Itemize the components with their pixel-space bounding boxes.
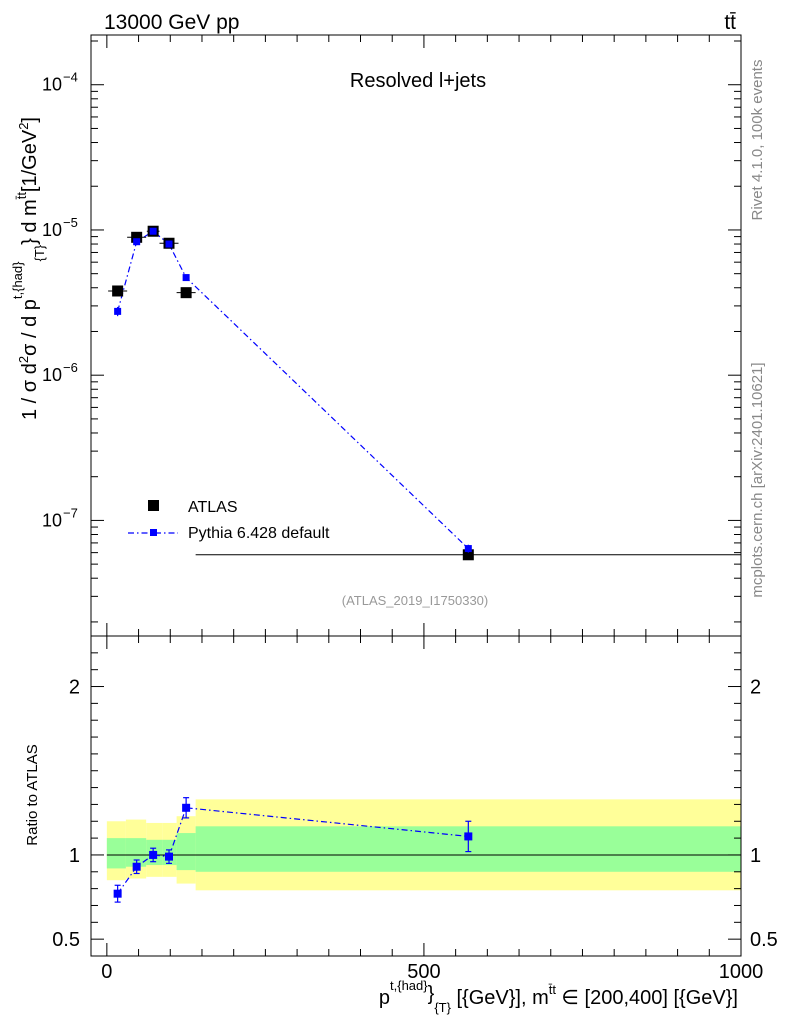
ratio-ytick-label-right: 0.5: [750, 929, 778, 951]
ylabel-part-1: 1 / σ d: [19, 363, 41, 420]
legend-atlas-label: ATLAS: [188, 499, 238, 516]
xlabel-part-2: t,{had}: [390, 978, 428, 993]
ratio-bands: [106, 799, 741, 891]
atlas-point: [180, 287, 192, 299]
main-ytick-exponent: −7: [63, 505, 78, 520]
ylabel-part-5: {T}: [32, 244, 47, 261]
atlas-point: [462, 549, 474, 561]
main-series: [108, 225, 741, 561]
xlabel-part-4: {T}: [434, 1000, 451, 1015]
xlabel-part-7: ∈ [200,400] [{GeV}]: [556, 987, 738, 1009]
main-ytick-exponent: −5: [63, 215, 78, 230]
main-ylabel: 1 / σ d2σ / d pt,{had}{T}} d mt̄t[1/GeV2…: [10, 117, 47, 420]
main-ytick-label: 10: [42, 75, 62, 95]
ratio-panel: 0.5 0.5 1 1 2 2 0 500 1000 Ratio to ATLAS pt,{ha…: [24, 635, 778, 1015]
pythia-point: [149, 227, 157, 235]
atlas-point: [112, 285, 124, 297]
ylabel-part-8: [1/GeV: [19, 129, 41, 192]
ylabel-part-10: ]: [19, 117, 41, 123]
ratio-ytick-label-right: 2: [750, 677, 761, 699]
xlabel-part-1: p: [379, 987, 390, 1009]
ratio-point: [182, 803, 191, 812]
ratio-point: [132, 862, 141, 871]
rivet-label: Rivet 4.1.0, 100k events: [749, 60, 766, 221]
process-label: tt̄: [724, 11, 736, 34]
energy-label: 13000 GeV pp: [104, 11, 239, 34]
legend: ATLAS Pythia 6.428 default: [128, 499, 330, 542]
legend-pythia-marker: [150, 529, 157, 536]
ratio-ytick-label: 0.5: [52, 929, 80, 951]
pythia-point: [133, 238, 141, 246]
main-frame: [90, 34, 742, 637]
main-ytick-label: 10: [42, 365, 62, 385]
main-title: Resolved l+jets: [350, 70, 486, 92]
ylabel-part-7: t̄t: [14, 192, 29, 200]
pythia-point: [182, 274, 190, 282]
main-ticks: 10−710−610−510−4: [42, 35, 742, 636]
ratio-band-green: [176, 833, 196, 871]
pythia-point: [165, 240, 173, 248]
ratio-band-green: [106, 838, 126, 869]
pythia-point: [114, 307, 122, 315]
ratio-point: [149, 850, 158, 859]
legend-pythia-label: Pythia 6.428 default: [188, 525, 330, 542]
ratio-ticks: 0.5 0.5 1 1 2 2 0 500 1000: [52, 636, 778, 983]
main-ytick-exponent: −4: [63, 70, 78, 85]
xlabel-part-3: }: [428, 983, 435, 1005]
main-ytick-exponent: −6: [63, 360, 78, 375]
ratio-series: [113, 797, 473, 903]
pythia-line: [117, 230, 469, 549]
mcplots-label: mcplots.cern.ch [arXiv:2401.10621]: [749, 362, 766, 597]
legend-atlas-marker: [148, 500, 159, 511]
ratio-point: [113, 889, 122, 898]
ratio-xtick-label: 500: [407, 961, 440, 983]
ratio-ytick-label-right: 1: [750, 845, 761, 867]
ratio-point: [464, 832, 473, 841]
ylabel-part-2: 2: [16, 356, 31, 363]
ratio-xtick-label: 1000: [719, 961, 764, 983]
ratio-line: [117, 807, 469, 895]
xlabel-part-5: [{GeV}], m: [451, 987, 549, 1009]
ratio-xlabel: pt,{had}}{T} [{GeV}], mt̄t ∈ [200,400] […: [379, 978, 738, 1015]
main-panel: 10−710−610−510−4 Resolved l+jets (ATLAS_…: [10, 34, 742, 637]
ratio-band-green: [125, 838, 147, 867]
ratio-ytick-label: 1: [69, 845, 80, 867]
ylabel-part-4: t,{had}: [10, 261, 25, 299]
ratio-band-green: [162, 839, 177, 866]
xlabel-part-6: t̄t: [548, 982, 556, 997]
pythia-point: [464, 545, 472, 553]
ratio-xtick-label: 0: [101, 961, 112, 983]
ratio-ytick-label: 2: [69, 677, 80, 699]
ylabel-part-9: 2: [16, 123, 31, 130]
ratio-point: [165, 852, 173, 861]
ratio-frame: [90, 635, 742, 957]
main-ytick-label: 10: [42, 510, 62, 530]
main-ytick-label: 10: [42, 220, 62, 240]
ratio-ylabel: Ratio to ATLAS: [24, 744, 41, 845]
ylabel-part-3: σ / d p: [19, 299, 41, 356]
atlas-point: [131, 231, 143, 243]
ylabel-part-6: } d m: [19, 199, 41, 245]
analysis-id: (ATLAS_2019_I1750330): [342, 593, 488, 608]
